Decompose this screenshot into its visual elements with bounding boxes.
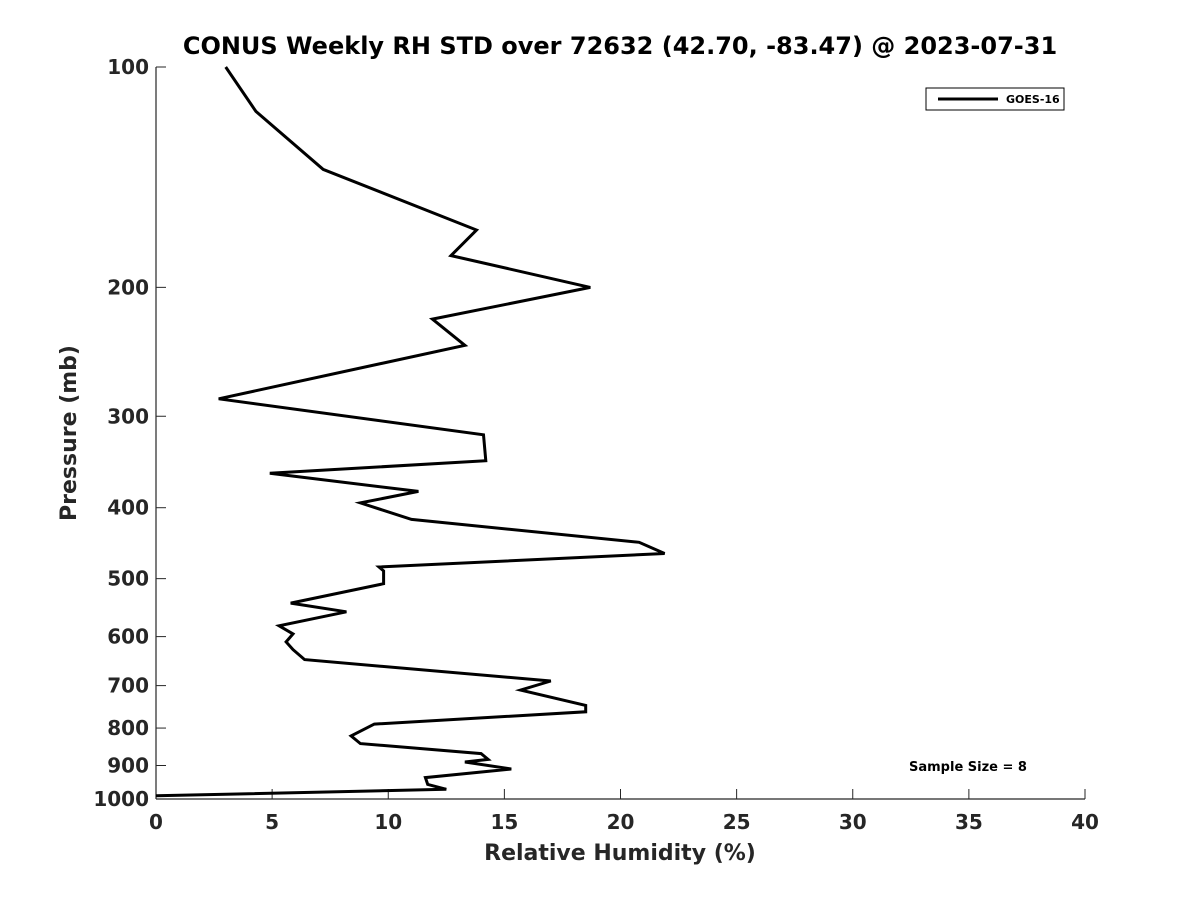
y-tick-label: 800: [107, 716, 149, 740]
axes: [155, 67, 1085, 800]
y-axis-ticks: 100 200 300 400 500 600 700 800 900 1000: [93, 55, 166, 811]
y-tick-label: 400: [107, 496, 149, 520]
x-tick-label: 10: [374, 810, 402, 834]
chart-title: CONUS Weekly RH STD over 72632 (42.70, -…: [183, 32, 1057, 60]
x-tick-label: 25: [723, 810, 751, 834]
x-tick-label: 30: [839, 810, 867, 834]
x-tick-label: 5: [265, 810, 279, 834]
legend-label: GOES-16: [1006, 93, 1060, 106]
y-tick-label: 100: [107, 55, 149, 79]
y-axis-label: Pressure (mb): [57, 345, 82, 521]
y-tick-label: 600: [107, 625, 149, 649]
y-tick-label: 1000: [93, 787, 149, 811]
sample-size-annotation: Sample Size = 8: [909, 760, 1027, 775]
y-tick-label: 900: [107, 754, 149, 778]
x-tick-label: 35: [955, 810, 983, 834]
x-tick-label: 15: [490, 810, 518, 834]
series-layer: [155, 66, 666, 798]
y-tick-label: 700: [107, 674, 149, 698]
y-tick-label: 500: [107, 567, 149, 591]
x-tick-label: 20: [607, 810, 635, 834]
x-tick-label: 40: [1071, 810, 1099, 834]
x-tick-label: 0: [149, 810, 163, 834]
x-axis-label: Relative Humidity (%): [484, 841, 756, 866]
y-tick-label: 200: [107, 275, 149, 299]
legend: GOES-16: [925, 87, 1065, 111]
x-axis-ticks: 0 5 10 15 20 25 30 35 40: [149, 789, 1099, 834]
series-line-goes-16: [155, 66, 666, 798]
y-tick-label: 300: [107, 404, 149, 428]
